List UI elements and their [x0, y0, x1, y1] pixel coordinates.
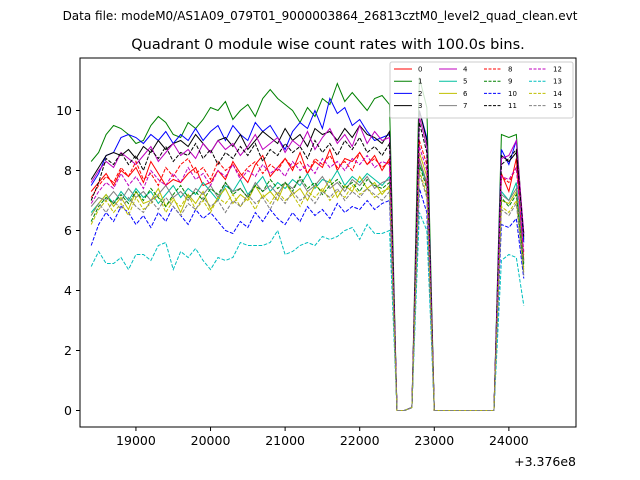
- x-tick-label: 24000: [489, 433, 529, 448]
- legend-label-7: 7: [463, 102, 467, 110]
- y-tick-label: 6: [64, 223, 72, 238]
- legend-label-10: 10: [508, 90, 517, 98]
- series-line-14: [90, 170, 525, 411]
- y-tick-label: 2: [64, 343, 72, 358]
- legend-label-6: 6: [463, 90, 468, 98]
- x-tick-label: 22000: [340, 433, 380, 448]
- x-tick-label: 20000: [191, 433, 231, 448]
- plot-frame: [79, 57, 577, 428]
- legend-label-8: 8: [508, 66, 512, 74]
- legend-label-9: 9: [508, 78, 512, 86]
- y-tick-label: 0: [64, 403, 72, 418]
- legend-label-2: 2: [418, 90, 422, 98]
- legend-box: [389, 61, 574, 119]
- y-tick-label: 4: [64, 283, 72, 298]
- x-tick-label: 19000: [116, 433, 156, 448]
- legend-label-11: 11: [508, 102, 517, 110]
- x-tick-label: 21000: [265, 433, 305, 448]
- legend-label-0: 0: [418, 66, 422, 74]
- legend-label-1: 1: [418, 78, 422, 86]
- series-line-15: [90, 173, 525, 411]
- legend-label-4: 4: [463, 66, 468, 74]
- chart-title: Quadrant 0 module wise count rates with …: [131, 37, 525, 53]
- series-line-12: [90, 146, 525, 411]
- x-tick-label: 23000: [414, 433, 454, 448]
- y-tick-label: 8: [64, 163, 72, 178]
- legend-label-15: 15: [553, 102, 562, 110]
- series-line-8: [90, 140, 525, 411]
- series-line-4: [90, 116, 525, 411]
- series-line-13: [90, 212, 525, 411]
- legend-label-13: 13: [553, 78, 562, 86]
- series-line-10: [90, 188, 525, 411]
- legend-label-5: 5: [463, 78, 467, 86]
- legend-label-12: 12: [553, 66, 562, 74]
- series-line-11: [90, 122, 525, 411]
- legend-label-3: 3: [418, 102, 422, 110]
- y-tick-label: 10: [56, 103, 72, 118]
- x-offset-label: +3.376e8: [514, 454, 576, 469]
- chart-suptitle: Data file: modeM0/AS1A09_079T01_90000038…: [63, 9, 578, 23]
- legend-label-14: 14: [553, 90, 562, 98]
- series-line-7: [90, 158, 525, 411]
